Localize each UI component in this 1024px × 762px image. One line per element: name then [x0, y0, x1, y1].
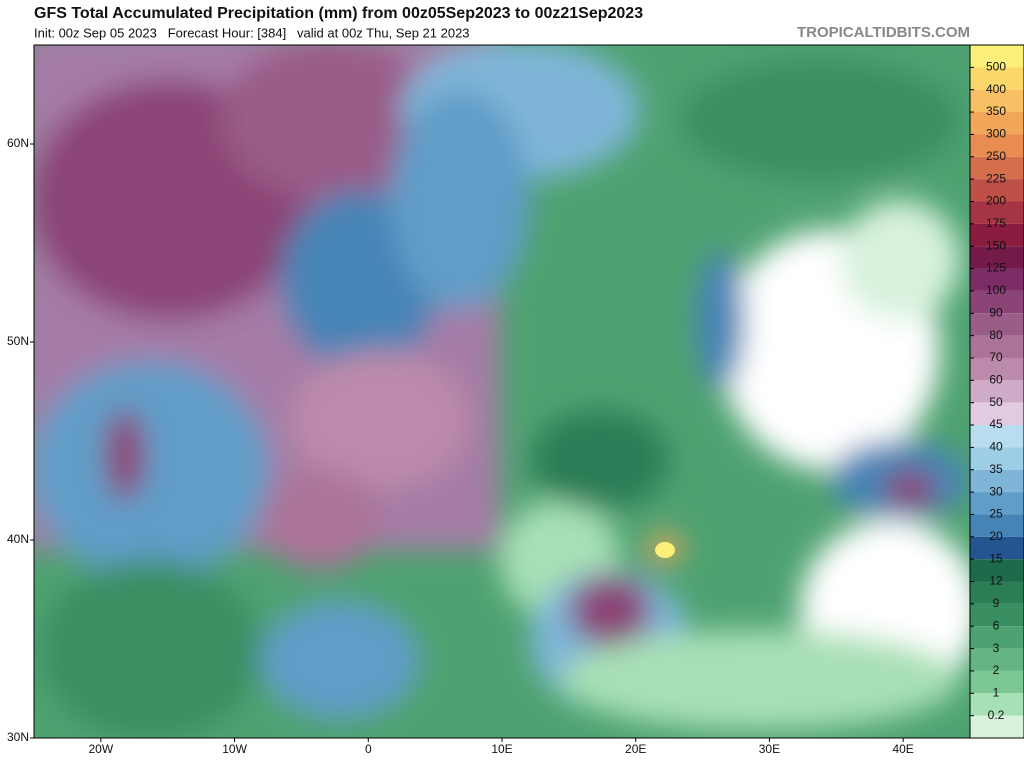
colorbar-label: 90 — [989, 305, 1003, 319]
colorbar-label: 9 — [993, 596, 1000, 610]
colorbar-label: 35 — [989, 462, 1003, 476]
colorbar-label: 20 — [989, 529, 1003, 543]
colorbar-swatch — [970, 246, 1024, 269]
colorbar-swatch — [970, 89, 1024, 113]
colorbar-label: 12 — [989, 574, 1003, 588]
colorbar-swatch — [970, 112, 1024, 135]
colorbar-swatch — [970, 425, 1024, 448]
colorbar-label: 1 — [993, 685, 1000, 699]
colorbar-swatch — [970, 156, 1024, 180]
colorbar-swatch — [970, 648, 1024, 671]
lon-label: 20W — [89, 742, 114, 756]
colorbar-swatch — [970, 201, 1024, 224]
colorbar-swatch — [970, 447, 1024, 470]
colorbar-swatch — [970, 45, 1024, 68]
colorbar-label: 350 — [986, 104, 1006, 118]
subtitle: Init: 00z Sep 05 2023 Forecast Hour: [38… — [34, 25, 470, 40]
colorbar-swatch — [970, 514, 1024, 537]
colorbar-label: 0.2 — [988, 708, 1005, 722]
colorbar-swatch — [970, 469, 1024, 493]
colorbar-swatch — [970, 290, 1024, 314]
colorbar-swatch — [970, 313, 1024, 336]
colorbar-swatch — [970, 357, 1024, 381]
colorbar-label: 40 — [989, 440, 1003, 454]
colorbar-swatch — [970, 559, 1024, 582]
lat-label: 40N — [7, 532, 29, 546]
colorbar-label: 400 — [986, 82, 1006, 96]
colorbar-swatch — [970, 335, 1024, 358]
colorbar-label: 80 — [989, 328, 1003, 342]
colorbar-label: 2 — [993, 663, 1000, 677]
colorbar-label: 250 — [986, 149, 1006, 163]
colorbar-label: 15 — [989, 551, 1003, 565]
colorbar-swatch — [970, 179, 1024, 202]
colorbar-swatch — [970, 67, 1024, 90]
colorbar-label: 6 — [993, 618, 1000, 632]
colorbar-swatch — [970, 492, 1024, 515]
colorbar-swatch — [970, 670, 1024, 694]
colorbar-label: 70 — [989, 350, 1003, 364]
lat-label: 50N — [7, 334, 29, 348]
colorbar-swatch — [970, 603, 1024, 627]
colorbar-label: 200 — [986, 194, 1006, 208]
lon-label: 0 — [365, 742, 372, 756]
colorbar-swatch — [970, 693, 1024, 716]
colorbar-swatch — [970, 380, 1024, 403]
colorbar-swatch — [970, 581, 1024, 604]
colorbar-swatch — [970, 268, 1024, 291]
colorbar-swatch — [970, 715, 1024, 738]
colorbar-label: 60 — [989, 372, 1003, 386]
lon-label: 40E — [892, 742, 913, 756]
colorbar-label: 300 — [986, 127, 1006, 141]
colorbar-label: 45 — [989, 417, 1003, 431]
colorbar-swatch — [970, 223, 1024, 247]
lat-label: 60N — [7, 136, 29, 150]
watermark: TROPICALTIDBITS.COM — [797, 24, 970, 41]
colorbar-label: 3 — [993, 641, 1000, 655]
colorbar-label: 30 — [989, 484, 1003, 498]
colorbar-label: 175 — [986, 216, 1006, 230]
precip-field — [34, 45, 970, 738]
colorbar-swatch — [970, 134, 1024, 157]
lon-label: 10E — [491, 742, 512, 756]
colorbar-swatch — [970, 402, 1024, 426]
lat-label: 30N — [7, 730, 29, 744]
lon-label: 30E — [759, 742, 780, 756]
colorbar-label: 125 — [986, 261, 1006, 275]
lon-label: 10W — [222, 742, 247, 756]
colorbar-frame — [969, 44, 1024, 739]
precip-max — [655, 542, 675, 558]
colorbar-label: 100 — [986, 283, 1006, 297]
title: GFS Total Accumulated Precipitation (mm)… — [34, 5, 643, 22]
colorbar-label: 50 — [989, 395, 1003, 409]
colorbar-label: 25 — [989, 507, 1003, 521]
lon-label: 20E — [625, 742, 646, 756]
colorbar-swatch — [970, 626, 1024, 649]
colorbar-label: 150 — [986, 238, 1006, 252]
colorbar-label: 225 — [986, 171, 1006, 185]
colorbar-label: 500 — [986, 60, 1006, 74]
colorbar-swatch — [970, 536, 1024, 560]
